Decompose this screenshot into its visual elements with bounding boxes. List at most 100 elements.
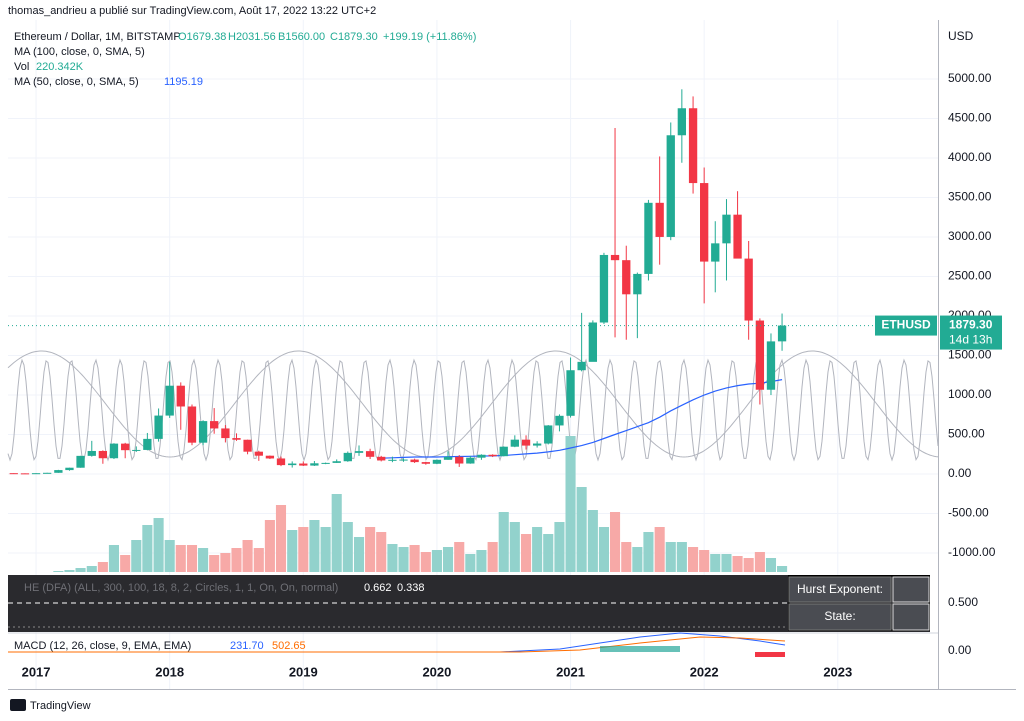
x-tick-label: 2021 xyxy=(556,664,585,679)
volume-bar xyxy=(75,568,86,572)
volume-bar xyxy=(131,540,142,572)
y-tick-label: 0.00 xyxy=(948,466,972,480)
candle-body xyxy=(232,438,241,440)
candle-body xyxy=(76,455,85,468)
volume-bar xyxy=(108,545,120,572)
volume-bar xyxy=(309,520,320,572)
x-tick-label: 2017 xyxy=(22,664,51,679)
candle-body xyxy=(254,451,263,456)
volume-bar xyxy=(554,522,565,572)
candle-body xyxy=(365,451,375,457)
y-tick-label: 1000.00 xyxy=(948,387,992,401)
volume-bar xyxy=(331,494,342,572)
table-cell xyxy=(788,603,892,631)
candle-body xyxy=(9,473,18,475)
candle-body xyxy=(588,322,598,362)
volume-bar xyxy=(777,566,788,572)
volume-bar xyxy=(532,527,543,572)
volume-bar xyxy=(565,436,576,572)
candle-body xyxy=(677,108,687,136)
header: thomas_andrieu a publié sur TradingView.… xyxy=(8,5,376,17)
signal-line xyxy=(8,636,786,653)
bottom-border xyxy=(8,689,1016,690)
candle-body xyxy=(410,459,419,463)
volume-bar xyxy=(287,530,298,572)
y-tick-label: 3500.00 xyxy=(948,190,992,204)
y-tick-label: 1500.00 xyxy=(948,348,992,362)
candle-body xyxy=(388,459,397,461)
candle-body xyxy=(265,455,275,459)
legend-vol: Vol xyxy=(14,61,29,73)
volume-bar xyxy=(754,552,765,572)
x-tick-label: 2018 xyxy=(155,664,184,679)
candle-body xyxy=(633,273,642,295)
volume-bar xyxy=(53,571,64,572)
volume-bar xyxy=(175,545,186,572)
candle-body xyxy=(510,439,519,447)
volume-bar xyxy=(520,534,532,572)
candle-body xyxy=(132,449,141,451)
volume-bar xyxy=(621,542,632,572)
candle-body xyxy=(154,415,163,439)
candle-body xyxy=(544,425,553,444)
volume-bar xyxy=(342,522,353,572)
volume-bar xyxy=(376,532,387,572)
candle-body xyxy=(288,463,297,466)
legend-low: B1560.00 xyxy=(278,31,325,43)
candle-body xyxy=(655,202,664,237)
candle-body xyxy=(610,254,620,261)
candle-body xyxy=(566,370,575,416)
volume-bar xyxy=(587,510,598,572)
y-tick-label: 2500.00 xyxy=(948,269,992,283)
candle-body xyxy=(744,258,753,321)
volume-bar xyxy=(120,555,131,572)
volume-bar xyxy=(543,534,554,572)
volume-bar xyxy=(198,548,209,572)
macd-title: MACD (12, 26, close, 9, EMA, EMA) xyxy=(14,640,191,652)
volume-bar xyxy=(186,545,198,572)
candle-body xyxy=(622,260,631,295)
volume-bar xyxy=(242,540,253,572)
volume-bar xyxy=(721,554,732,572)
volume-bar xyxy=(632,547,643,572)
price-tag xyxy=(875,315,937,336)
candle-body xyxy=(377,456,386,461)
hurst-label: Hurst Exponent: xyxy=(797,582,883,596)
y-tick-label: 5000.00 xyxy=(948,71,992,85)
he-axis-label: 0.500 xyxy=(948,595,978,609)
volume-bar xyxy=(509,522,520,572)
candle-body xyxy=(65,467,74,471)
candle-body xyxy=(31,473,41,475)
volume-bar xyxy=(743,558,754,572)
candle-body xyxy=(210,421,219,429)
volume-bar xyxy=(253,548,264,572)
logo xyxy=(10,699,26,711)
he-panel: HE (DFA) (ALL, 300, 100, 18, 8, 2, Circl… xyxy=(8,575,978,632)
candle-body xyxy=(521,439,531,446)
candle-body xyxy=(722,214,731,244)
volume-bar xyxy=(275,505,287,572)
axis-border xyxy=(938,20,939,690)
volume-bar xyxy=(665,542,676,572)
candle-body xyxy=(98,450,108,459)
candle-body xyxy=(354,451,364,453)
legend-open: O1679.38 xyxy=(178,31,226,43)
candle-body xyxy=(299,463,308,466)
macd-value: 231.70 xyxy=(230,640,264,652)
candle-body xyxy=(777,325,787,342)
candle-body xyxy=(310,463,319,466)
candle-body xyxy=(488,454,497,457)
volume-bar xyxy=(409,545,420,572)
candle-body xyxy=(276,458,286,466)
volume-bar xyxy=(431,550,442,572)
table-cell xyxy=(788,576,892,603)
candle-body xyxy=(755,320,765,390)
volume-bar xyxy=(498,512,509,572)
legend-symbol: Ethereum / Dollar, 1M, BITSTAMP xyxy=(14,31,181,43)
y-tick-label: -1000.00 xyxy=(948,545,996,559)
cycle-wave xyxy=(7,358,939,462)
legend-ma50-value: 1195.19 xyxy=(164,76,203,88)
volume-bar xyxy=(699,550,710,572)
macd-value: 502.65 xyxy=(272,640,306,652)
